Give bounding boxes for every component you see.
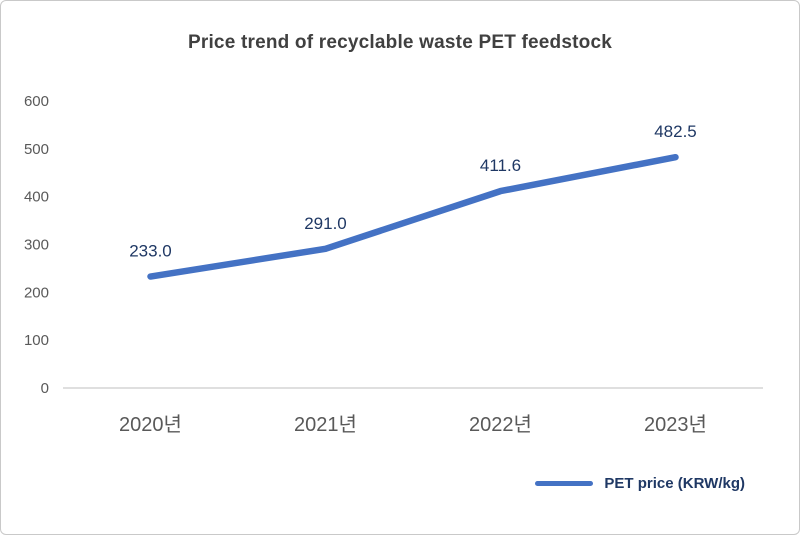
- data-label: 291.0: [304, 214, 347, 233]
- y-axis-tick-label: 400: [24, 189, 49, 206]
- chart-title: Price trend of recyclable waste PET feed…: [187, 32, 612, 53]
- data-label: 411.6: [480, 156, 521, 175]
- x-axis-tick-label: 2020년: [119, 413, 182, 436]
- x-axis-tick-label: 2021년: [294, 413, 357, 436]
- legend-line-swatch: [535, 481, 594, 486]
- legend-label: PET price (KRW/kg): [604, 475, 745, 492]
- data-label: 482.5: [654, 122, 697, 141]
- y-axis-tick-label: 300: [24, 237, 49, 254]
- legend: PET price (KRW/kg): [535, 475, 745, 492]
- pet-price-line: [147, 153, 679, 280]
- y-axis-tick-label: 200: [24, 284, 49, 301]
- data-label: 233.0: [129, 242, 172, 261]
- y-axis-tick-label: 500: [24, 141, 49, 158]
- x-axis-tick-label: 2022년: [469, 413, 532, 436]
- y-axis-tick-label: 100: [24, 332, 49, 349]
- x-axis-tick-label: 2023년: [644, 413, 707, 436]
- y-axis-tick-label: 600: [24, 93, 49, 110]
- y-axis-tick-label: 0: [41, 380, 49, 397]
